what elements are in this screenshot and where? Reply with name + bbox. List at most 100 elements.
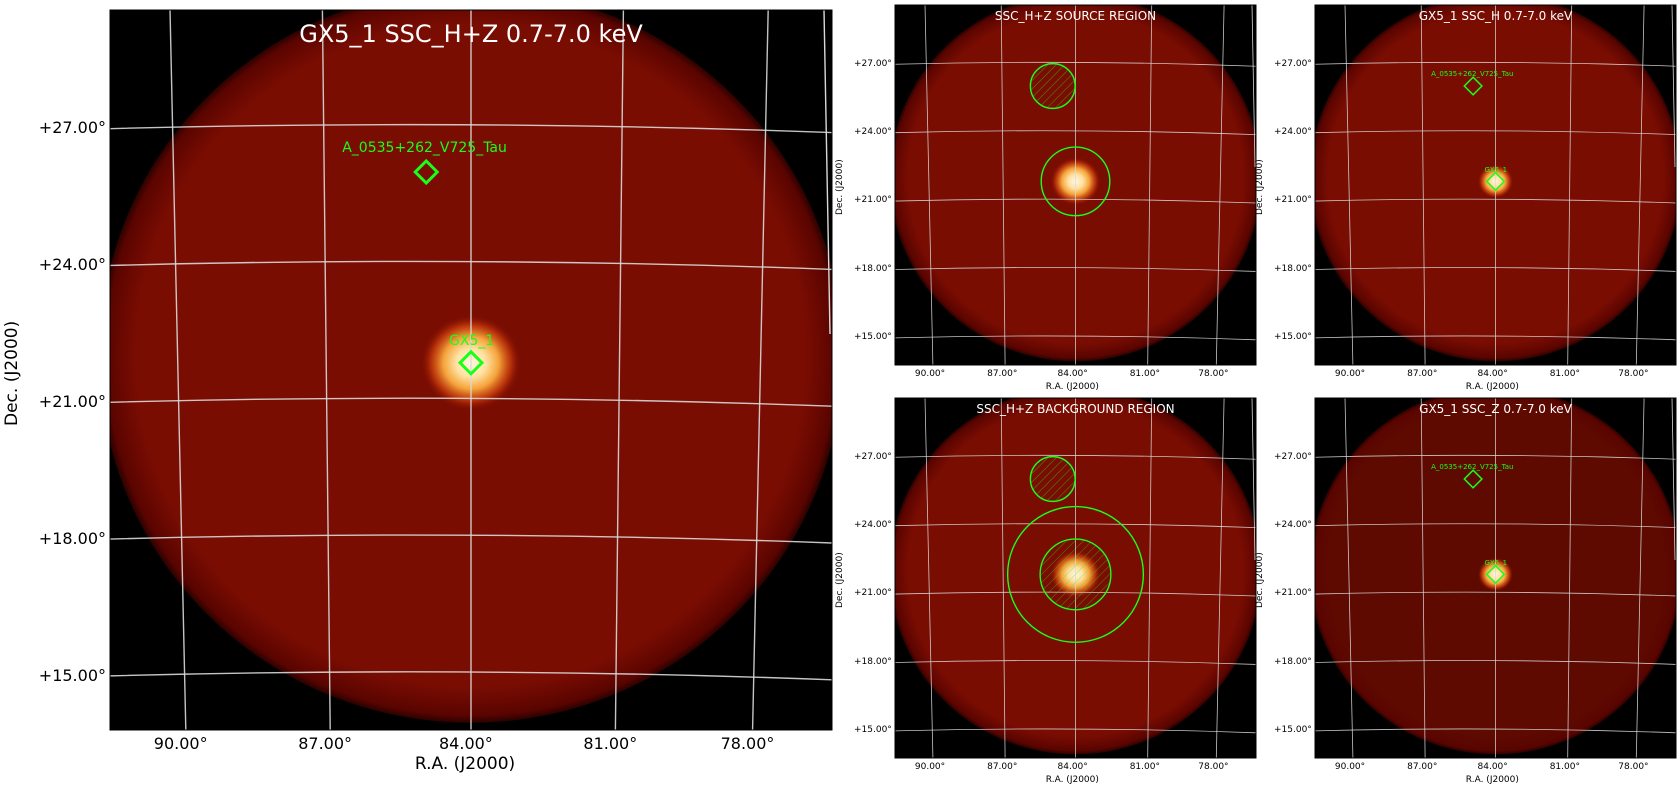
x-axis-label: R.A. (J2000) <box>1045 382 1099 392</box>
y-axis-label: Dec. (J2000) <box>1255 551 1265 608</box>
source-label-secondary: A_0535+262_V725_Tau <box>1431 463 1514 471</box>
y-tick-label: +15.00° <box>1274 332 1312 343</box>
x-tick-label: 84.00° <box>1477 762 1508 772</box>
panel-ssc-h: GX5_1 SSC_H 0.7-7.0 keV A_0535+262_V725_T… <box>1255 4 1677 392</box>
grid-line-ra <box>1251 398 1256 561</box>
sky-image <box>894 4 1257 366</box>
sky-image <box>894 397 1257 759</box>
y-tick-label: +27.00° <box>38 118 106 138</box>
x-tick-label: 87.00° <box>298 734 353 753</box>
y-axis-label: Dec. (J2000) <box>835 551 845 608</box>
x-tick-label: 84.00° <box>1477 369 1508 379</box>
x-tick-label: 90.00° <box>1334 369 1366 379</box>
y-tick-label: +24.00° <box>854 519 892 530</box>
panel-title: SSC_H+Z BACKGROUND REGION <box>976 402 1175 416</box>
y-axis-label: Dec. (J2000) <box>835 158 845 215</box>
excluded-region <box>1029 62 1076 110</box>
y-tick-label: +18.00° <box>1274 263 1312 274</box>
x-tick-label: 78.00° <box>1198 369 1229 379</box>
a0535-marker <box>1463 469 1483 489</box>
grid-line-ra <box>823 10 831 335</box>
y-axis-label: Dec. (J2000) <box>2 320 22 427</box>
sky-image <box>1314 397 1677 759</box>
y-tick-label: +15.00° <box>854 725 892 736</box>
y-tick-label: +15.00° <box>854 332 892 343</box>
source-label-primary: GX5_1 <box>1484 166 1508 175</box>
grid-line-ra <box>1344 398 1354 758</box>
y-tick-label: +27.00° <box>854 451 892 462</box>
y-tick-label: +21.00° <box>1274 588 1312 599</box>
grid-line-ra <box>751 10 769 730</box>
panel-title: GX5_1 SSC_H 0.7-7.0 keV <box>1418 9 1573 23</box>
x-tick-label: 81.00° <box>1129 369 1160 379</box>
x-tick-label: 78.00° <box>1618 369 1649 379</box>
grid-line-ra <box>1635 5 1645 365</box>
x-tick-label: 87.00° <box>987 369 1018 379</box>
source-label-primary: GX5_1 <box>449 332 495 349</box>
grid-line-ra <box>1147 398 1153 758</box>
y-tick-label: +18.00° <box>854 656 892 667</box>
source-label-secondary: A_0535+262_V725_Tau <box>1431 70 1514 78</box>
excluded-region <box>1029 455 1076 503</box>
x-tick-label: 87.00° <box>1407 369 1438 379</box>
x-tick-label: 87.00° <box>1407 762 1438 772</box>
y-axis-label: Dec. (J2000) <box>1255 158 1265 215</box>
gx5-1-marker <box>457 349 485 376</box>
background-annulus-outer <box>1006 505 1145 643</box>
x-tick-label: 90.00° <box>914 369 946 379</box>
grid-line-ra <box>1000 5 1006 365</box>
x-axis-label: R.A. (J2000) <box>414 754 516 774</box>
y-tick-label: +15.00° <box>38 665 106 685</box>
panel-title: GX5_1 SSC_Z 0.7-7.0 keV <box>1419 402 1572 416</box>
y-tick-label: +24.00° <box>1274 126 1312 137</box>
y-tick-label: +21.00° <box>854 195 892 206</box>
x-axis-label: R.A. (J2000) <box>1465 775 1519 785</box>
gx5-1-marker <box>1485 564 1506 585</box>
x-axis-label: R.A. (J2000) <box>1045 775 1099 785</box>
y-tick-label: +18.00° <box>1274 656 1312 667</box>
x-tick-label: 84.00° <box>1057 369 1088 379</box>
panel-title: GX5_1 SSC_H+Z 0.7-7.0 keV <box>299 20 643 48</box>
y-tick-label: +21.00° <box>1274 195 1312 206</box>
a0535-marker <box>1463 76 1483 96</box>
grid-line-ra <box>1420 5 1426 365</box>
x-tick-label: 78.00° <box>1618 762 1649 772</box>
y-tick-label: +27.00° <box>1274 451 1312 462</box>
y-tick-label: +24.00° <box>38 255 106 275</box>
source-label-primary: GX5_1 <box>1484 559 1508 568</box>
grid-line-ra <box>924 5 934 365</box>
x-tick-label: 78.00° <box>1198 762 1229 772</box>
y-tick-label: +27.00° <box>1274 58 1312 69</box>
y-tick-label: +21.00° <box>38 392 106 411</box>
x-tick-label: 81.00° <box>1549 369 1580 379</box>
gx5-1-marker <box>1485 171 1506 192</box>
y-tick-label: +24.00° <box>1274 519 1312 530</box>
grid-line-ra <box>924 398 934 758</box>
panel-ssc-z: GX5_1 SSC_Z 0.7-7.0 keV A_0535+262_V725_T… <box>1255 397 1677 785</box>
y-tick-label: +21.00° <box>854 588 892 599</box>
y-tick-label: +18.00° <box>854 263 892 274</box>
grid-line-ra <box>1251 5 1256 168</box>
grid-line-ra <box>321 10 331 730</box>
x-tick-label: 84.00° <box>1057 762 1088 772</box>
grid-line-ra <box>1671 398 1676 561</box>
axes-frame <box>1314 4 1677 366</box>
x-tick-label: 90.00° <box>153 734 208 753</box>
x-tick-label: 81.00° <box>1129 762 1160 772</box>
x-axis-label: R.A. (J2000) <box>1465 382 1519 392</box>
grid-line-ra <box>1000 398 1006 758</box>
y-tick-label: +18.00° <box>38 528 106 548</box>
grid-line-ra <box>169 10 187 730</box>
x-tick-label: 87.00° <box>987 762 1018 772</box>
grid-line-ra <box>1215 398 1225 758</box>
grid-line-ra <box>1567 5 1573 365</box>
grid-line-ra <box>1671 5 1676 168</box>
axes-frame <box>109 9 833 731</box>
background-annulus-inner <box>1039 538 1112 611</box>
grid-line-ra <box>1420 398 1426 758</box>
panel-main: GX5_1 SSC_H+Z 0.7-7.0 keV A_0535+262_V725… <box>2 9 833 774</box>
sky-image <box>109 9 833 731</box>
x-tick-label: 78.00° <box>720 734 775 753</box>
grid-line-ra <box>614 10 625 730</box>
grid-line-ra <box>1567 398 1573 758</box>
